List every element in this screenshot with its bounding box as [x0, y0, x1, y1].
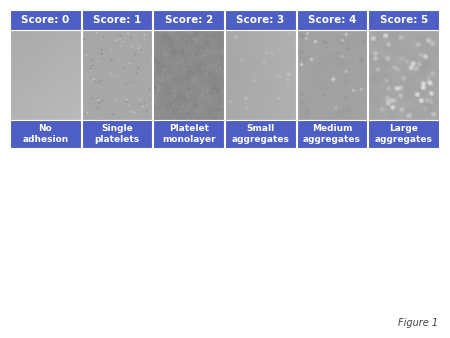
Text: Score: 5: Score: 5 [379, 15, 428, 25]
Text: Score: 4: Score: 4 [308, 15, 356, 25]
Text: Score: 2: Score: 2 [165, 15, 213, 25]
Text: Figure 1: Figure 1 [398, 318, 438, 328]
Text: Score: 3: Score: 3 [236, 15, 284, 25]
Bar [10, 30, 81, 120]
Bar [153, 30, 224, 120]
Bar [369, 10, 439, 30]
Bar [297, 30, 367, 120]
Bar [153, 120, 224, 148]
Text: Small
aggregates: Small aggregates [231, 124, 289, 144]
Bar [369, 120, 439, 148]
Bar [81, 10, 153, 30]
Bar [153, 10, 224, 30]
Bar [225, 120, 296, 148]
Bar [297, 120, 367, 148]
Bar [81, 120, 153, 148]
Text: Platelet
monolayer: Platelet monolayer [162, 124, 216, 144]
Bar [10, 10, 81, 30]
Bar [369, 30, 439, 120]
Bar [81, 30, 153, 120]
Text: No
adhesion: No adhesion [22, 124, 68, 144]
Text: Large
aggregates: Large aggregates [375, 124, 432, 144]
Text: Single
platelets: Single platelets [94, 124, 140, 144]
Text: Medium
aggregates: Medium aggregates [303, 124, 361, 144]
Text: Score: 1: Score: 1 [93, 15, 141, 25]
Bar [10, 120, 81, 148]
Text: Score: 0: Score: 0 [21, 15, 69, 25]
Bar [297, 10, 367, 30]
Bar [225, 10, 296, 30]
Bar [225, 30, 296, 120]
